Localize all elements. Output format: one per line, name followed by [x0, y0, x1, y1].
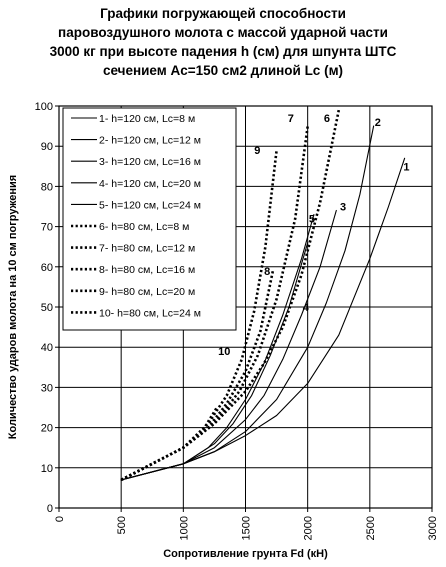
y-tick-label: 100	[35, 101, 53, 113]
legend-entry-5: 5- h=120 см, Lc=24 м	[99, 199, 201, 211]
y-tick-label: 0	[47, 503, 53, 515]
legend-entry-2: 2- h=120 см, Lc=12 м	[99, 135, 201, 147]
curve-label-10: 10	[218, 346, 230, 358]
chart-title-line: Графики погружающей способности	[100, 6, 346, 21]
plot-frame	[58, 105, 433, 509]
curve-label-9: 9	[254, 145, 260, 157]
x-tick-label: 0	[54, 516, 66, 522]
x-tick-label: 3000	[427, 516, 439, 540]
curve-label-2: 2	[375, 117, 381, 129]
legend-box	[62, 107, 237, 331]
x-tick-label: 2000	[303, 516, 315, 540]
legend-entry-7: 7- h=80 см, Lc=12 м	[99, 243, 195, 255]
y-tick-label: 50	[41, 302, 53, 314]
y-tick-label: 80	[41, 181, 53, 193]
curve-label-7: 7	[288, 113, 294, 125]
legend-entry-6: 6- h=80 см, Lc=8 м	[99, 221, 189, 233]
legend-entry-10: 10- h=80 см, Lc=24 м	[99, 307, 201, 319]
legend: 1- h=120 см, Lc=8 м 2- h=120 см, Lc=12 м 3…	[62, 107, 237, 331]
y-tick-label: 60	[41, 262, 53, 274]
y-axis-label: Количество ударов молота на 10 см погруж…	[7, 175, 19, 439]
series-line-5	[120, 213, 315, 481]
chart-title-line: 3000 кг при высоте падения h (см) для шп…	[49, 44, 397, 59]
y-tick-label: 30	[41, 382, 53, 394]
series-line-2	[120, 125, 375, 481]
series-line-10	[120, 406, 219, 482]
x-axis-label: Сопротивление грунта Fd (кН)	[163, 548, 328, 560]
y-tick-label: 10	[41, 463, 53, 475]
chart-title: Графики погружающей способности паровозд…	[0, 4, 446, 80]
curve-label-1: 1	[403, 161, 409, 173]
chart-title-line: сечением Ac=150 см2 длиной Lc (м)	[102, 63, 344, 78]
y-tick-label: 20	[41, 423, 53, 435]
curve-labels: 1 2 3 4 5 6 7 8 9 10	[218, 113, 409, 358]
x-tick-label: 500	[116, 516, 128, 534]
legend-entry-3: 3- h=120 см, Lc=16 м	[99, 156, 201, 168]
y-tick-label: 90	[41, 141, 53, 153]
x-tick-label: 1500	[241, 516, 253, 540]
curve-label-6: 6	[324, 113, 330, 125]
legend-entry-4: 4- h=120 см, Lc=20 м	[99, 178, 201, 190]
y-tick-label: 40	[41, 342, 53, 354]
chart-series	[120, 109, 406, 482]
series-line-3	[120, 209, 337, 481]
legend-entry-9: 9- h=80 см, Lc=20 м	[99, 286, 195, 298]
y-tick-label: 70	[41, 222, 53, 234]
legend-entry-8: 8- h=80 см, Lc=16 м	[99, 264, 195, 276]
curve-label-4: 4	[303, 302, 310, 314]
x-tick-label: 2500	[365, 516, 377, 540]
chart-title-line: паровоздушного молота с массой ударной ч…	[58, 25, 388, 40]
curve-label-8: 8	[264, 266, 270, 278]
curve-label-5: 5	[309, 214, 315, 226]
curve-label-3: 3	[340, 202, 346, 214]
legend-entry-1: 1- h=120 см, Lc=8 м	[99, 113, 195, 125]
axes: 0 500 1000 1500 2000 2500 3000 0 10 20 30 40 50 60 70 8…	[35, 101, 439, 540]
series-line-7	[120, 125, 309, 482]
x-tick-label: 1000	[178, 516, 190, 540]
